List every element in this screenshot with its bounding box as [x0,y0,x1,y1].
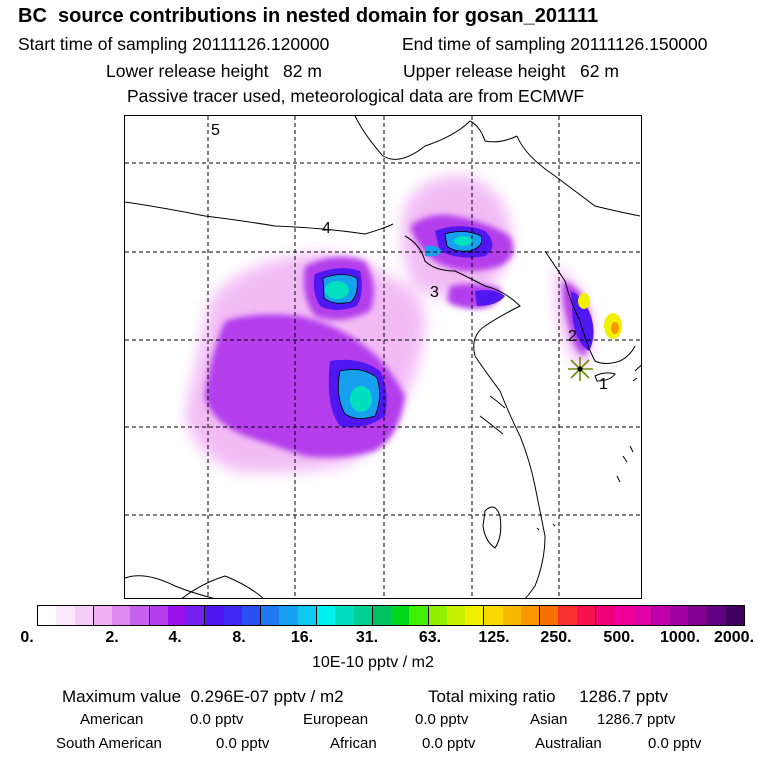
american-label: American [80,711,144,728]
colorbar-tick: 31. [355,629,379,646]
concentration-field [185,175,622,473]
colorbar-segment [391,606,410,625]
colorbar-tick: 2. [105,629,119,646]
map-canvas [125,116,641,598]
colorbar-unit: 10E-10 pptv / m2 [312,654,434,671]
region-label-1: 1 [599,376,608,393]
maximum-value: Maximum value 0.296E-07 pptv / m2 [62,687,344,706]
upper-release-height-label: Upper release height 62 m [403,61,619,81]
colorbar-segment [576,606,596,625]
color-scale-bar [37,605,745,626]
colorbar-segment [428,606,447,625]
colorbar-tick: 500. [603,629,635,646]
australian-value: 0.0 pptv [648,735,702,752]
colorbar-segment [670,606,689,625]
australian-label: Australian [535,735,602,752]
map-panel: 5 4 3 2 1 [124,115,642,599]
colorbar-segment [353,606,373,625]
tracer-info-line: Passive tracer used, meteorological data… [127,86,585,106]
receptor-star-icon [568,357,593,381]
colorbar-tick: 0. [20,629,34,646]
colorbar-tick: 125. [478,629,510,646]
colorbar-segment [725,606,745,625]
colorbar-tick: 250. [540,629,572,646]
lower-release-height-label: Lower release height 82 m [106,61,322,81]
colorbar-segment [241,606,262,625]
asian-value: 1286.7 pptv [597,711,676,728]
colorbar-segment [93,606,113,625]
colorbar-segment [688,606,708,625]
colorbar-segment [651,606,671,625]
colorbar-segment [112,606,131,625]
colorbar-tick: 4. [168,629,182,646]
colorbar-tick: 16. [290,629,314,646]
region-label-5: 5 [211,122,220,139]
colorbar-segment [465,606,485,625]
total-mixing-ratio: Total mixing ratio 1286.7 pptv [428,687,669,706]
european-label: European [303,711,369,728]
chart-title: BC source contributions in nested domain… [18,5,599,27]
colorbar-segment [558,606,577,625]
colorbar-tick: 1000. [659,629,701,646]
colorbar-segment [335,606,354,625]
graticule [125,116,641,598]
end-time-label: End time of sampling 20111126.150000 [402,34,708,54]
colorbar-segment [540,606,559,625]
region-label-4: 4 [322,220,331,237]
african-value: 0.0 pptv [422,735,476,752]
colorbar-segment [223,606,242,625]
south-american-value: 0.0 pptv [216,735,270,752]
region-label-2: 2 [568,328,577,345]
colorbar-segment [186,606,206,625]
colorbar-segment [38,606,57,625]
colorbar-segment [614,606,633,625]
colorbar-segment [520,606,541,625]
colorbar-segment [595,606,615,625]
colorbar-segment [409,606,429,625]
colorbar-segment [502,606,521,625]
colorbar-segment [632,606,652,625]
colorbar-segment [484,606,503,625]
colorbar-segment [130,606,150,625]
colorbar-segment [372,606,392,625]
colorbar-segment [167,606,187,625]
colorbar-segment [446,606,466,625]
european-value: 0.0 pptv [415,711,469,728]
start-time-label: Start time of sampling 20111126.120000 [18,34,330,54]
colorbar-segment [149,606,168,625]
south-american-label: South American [56,735,162,752]
colorbar-tick: 8. [232,629,246,646]
region-label-3: 3 [430,284,439,301]
colorbar-segment [261,606,280,625]
asian-label: Asian [530,711,568,728]
colorbar-segment [74,606,94,625]
colorbar-segment [707,606,726,625]
colorbar-segment [205,606,224,625]
colorbar-segment [297,606,317,625]
colorbar-segment [279,606,298,625]
african-label: African [330,735,377,752]
colorbar-tick: 2000. [713,629,755,646]
american-value: 0.0 pptv [190,711,244,728]
colorbar-segment [56,606,75,625]
colorbar-tick: 63. [418,629,442,646]
coastlines [125,116,641,598]
colorbar-segment [316,606,336,625]
